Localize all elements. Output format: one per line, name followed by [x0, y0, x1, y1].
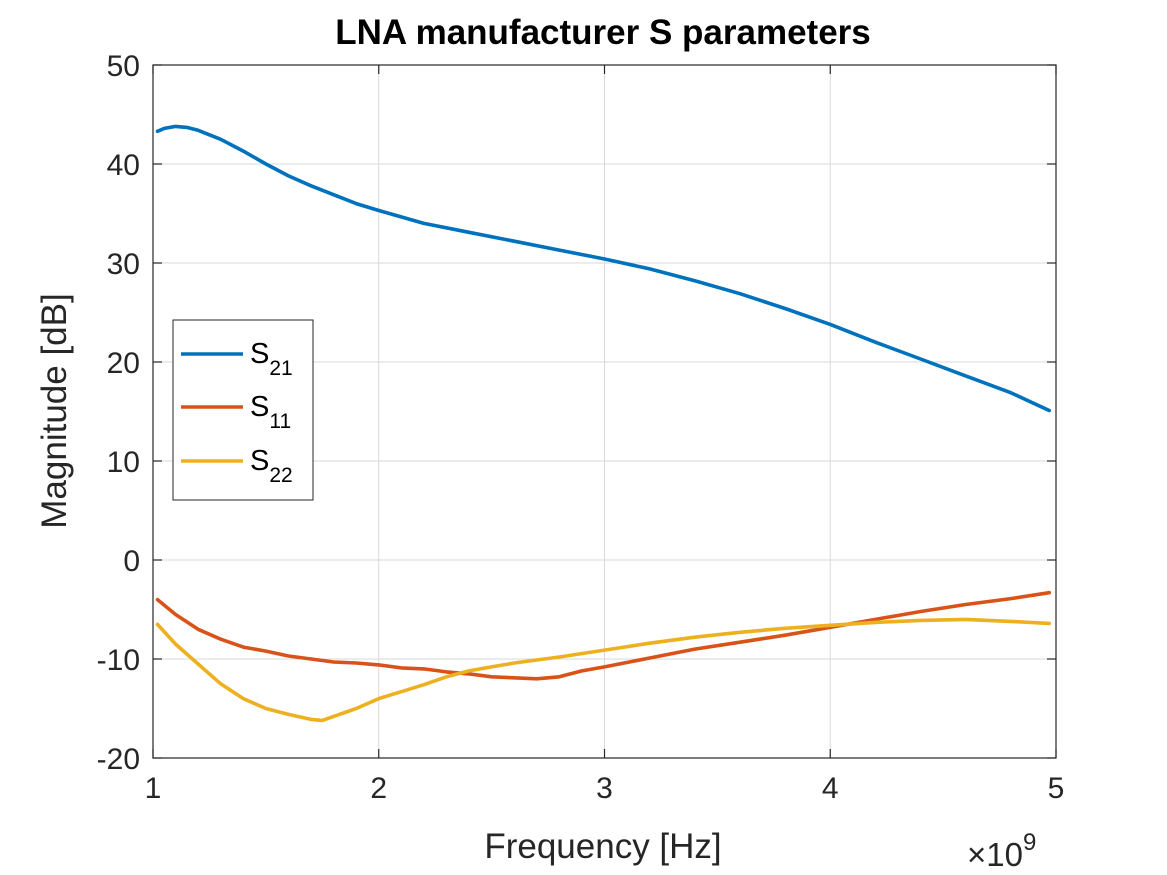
series-line-s21	[155, 124, 1051, 413]
x-tick-label: 5	[1048, 772, 1065, 805]
chart-title: LNA manufacturer S parameters	[335, 13, 871, 52]
x-exponent: ×109	[967, 829, 1036, 873]
y-tick-label: 30	[107, 248, 140, 281]
x-exponent-power: 9	[1023, 829, 1036, 856]
series-line-s11	[155, 590, 1051, 681]
legend-box	[172, 319, 314, 501]
y-tick-label: -20	[97, 743, 140, 776]
y-tick-label: 40	[107, 149, 140, 182]
legend-entry-s22: S22	[250, 445, 293, 487]
legend-entry-s21: S21	[250, 338, 293, 380]
y-axis-label: Magnitude [dB]	[35, 293, 74, 528]
x-axis-label: Frequency [Hz]	[484, 827, 721, 866]
axis-ticks: 1 2 3 4 5 -20 -10 0 10 20 30 40 50	[97, 50, 1065, 805]
x-tick-label: 2	[370, 772, 387, 805]
series-line-s22	[155, 617, 1051, 723]
x-tick-label: 3	[596, 772, 613, 805]
legend: S21 S11 S22	[172, 319, 314, 501]
series-layer	[155, 124, 1051, 723]
x-exponent-base: ×10	[967, 836, 1023, 873]
y-tick-label: -10	[97, 644, 140, 677]
y-tick-label: 50	[107, 50, 140, 83]
y-tick-label: 10	[107, 446, 140, 479]
y-tick-label: 20	[107, 347, 140, 380]
y-tick-label: 0	[123, 545, 140, 578]
x-tick-label: 1	[145, 772, 162, 805]
x-tick-label: 4	[822, 772, 839, 805]
legend-entry-s11: S11	[250, 391, 291, 433]
